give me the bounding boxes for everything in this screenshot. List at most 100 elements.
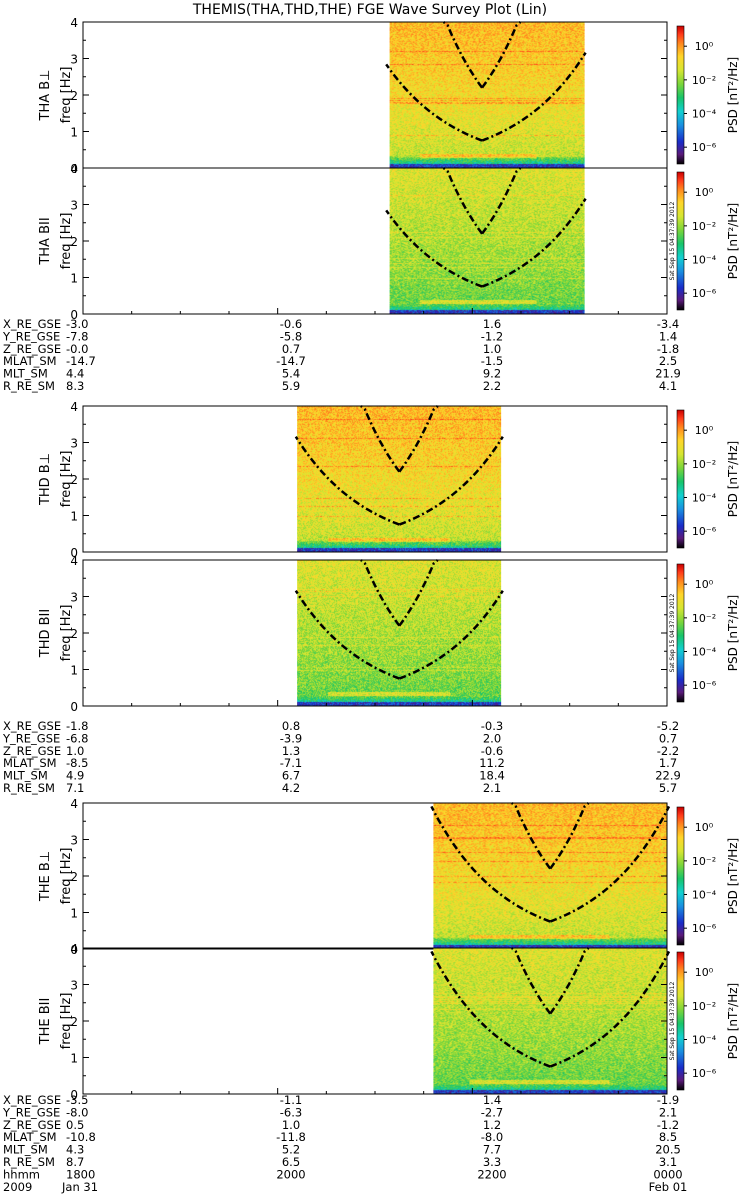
orbit-value: 0.7 [659, 731, 677, 745]
y-tick-label: 4 [70, 16, 78, 30]
orbit-value: -7.8 [66, 329, 88, 343]
date-end: Feb 01 [649, 1180, 688, 1194]
orbit-value: -3.9 [280, 731, 302, 745]
orbit-value: 4.1 [659, 379, 677, 393]
orbit-row-name: Y_RE_GSE [2, 731, 60, 745]
colorbar-tick-label: 10⁻⁴ [692, 646, 717, 659]
colorbar-tick-label: 10⁻⁶ [692, 287, 717, 300]
orbit-value: 4.9 [66, 769, 84, 783]
curve-outer-right [398, 405, 439, 473]
orbit-value: -3.0 [66, 317, 88, 331]
colorbar [676, 171, 685, 311]
orbit-row-name: MLAT_SM [3, 1130, 57, 1144]
orbit-value: 1.0 [66, 744, 84, 758]
colorbar-label: PSD [nT²/Hz] [726, 441, 740, 517]
y-axis-label: freq [Hz] [59, 993, 74, 1050]
y-tick-label: 3 [70, 591, 78, 605]
orbit-value: -14.7 [276, 354, 306, 368]
colorbar [676, 409, 685, 549]
orbit-value: -0.3 [481, 719, 503, 733]
colorbar-tick-label: 10⁻⁶ [692, 141, 717, 154]
y-tick-label: 2 [70, 89, 78, 103]
colorbar-tick-label: 10⁻⁴ [692, 492, 717, 505]
colorbar-tick-label: 10⁻² [692, 74, 716, 87]
colorbar-tick-label: 10⁻² [692, 1000, 716, 1013]
y-tick-label: 2 [70, 473, 78, 487]
colorbar-tick-label: 10⁻⁴ [692, 254, 717, 267]
colorbar-tick-label: 10⁻⁶ [692, 1067, 717, 1080]
y-tick-label: 0 [70, 162, 78, 176]
orbit-row-name: X_RE_GSE [3, 317, 61, 331]
orbit-row-name: R_RE_SM [3, 1155, 55, 1169]
curve-outer-left [511, 802, 552, 870]
orbit-value: 5.7 [659, 781, 677, 795]
orbit-row-name: Z_RE_GSE [3, 342, 61, 356]
orbit-row-name: Y_RE_GSE [2, 329, 60, 343]
date-year: 2009 [3, 1180, 32, 1194]
orbit-row-name: Z_RE_GSE [3, 1118, 61, 1132]
curve-outer-left [360, 405, 401, 473]
orbit-value: -11.8 [276, 1130, 306, 1144]
orbit-row-name: X_RE_GSE [3, 1093, 61, 1107]
spectrogram-image [433, 803, 668, 949]
orbit-value: 1.4 [659, 329, 677, 343]
orbit-value: 4.2 [282, 781, 300, 795]
y-tick-label: 0 [70, 546, 78, 560]
colorbar [676, 806, 685, 946]
panel-thd-bpar: 0 1 2 3 4 THD BII freq [Hz] 10⁰ 10⁻² 10⁻⁴ 10⁻⁶ PSD … [38, 554, 740, 714]
y-tick-label: 4 [70, 400, 78, 414]
y-axis-label: freq [Hz] [59, 451, 74, 508]
colorbar [676, 951, 685, 1091]
orbit-value: 1.3 [282, 744, 300, 758]
orbit-value: -1.9 [657, 1093, 679, 1107]
orbit-value: -3.4 [657, 317, 679, 331]
colorbar-tick-label: 10⁻² [692, 458, 716, 471]
orbit-value: 5.9 [282, 379, 300, 393]
orbit-table-thd: X_RE_GSE -1.8 0.8 -0.3 -5.2 Y_RE_GSE -6.8 -3.9 2… [2, 719, 681, 795]
panel-the-bperp: 0 1 2 3 4 THE B⊥ freq [Hz] 10⁰ 10⁻² 10⁻⁴ 10⁻⁶ PSD [… [38, 797, 740, 957]
time-row-name: hhmm [3, 1167, 40, 1181]
curve-outer-left [360, 559, 401, 627]
orbit-value: -1.1 [280, 1093, 302, 1107]
orbit-value: 6.7 [282, 769, 300, 783]
orbit-value: 11.2 [479, 756, 505, 770]
colorbar-tick-label: 10⁻² [692, 220, 716, 233]
orbit-value: 3.1 [659, 1155, 677, 1169]
orbit-value: 8.5 [659, 1130, 677, 1144]
orbit-row-name: MLT_SM [3, 769, 48, 783]
orbit-value: -14.7 [66, 354, 96, 368]
y-tick-label: 3 [70, 834, 78, 848]
curve-right [398, 436, 504, 526]
orbit-row-name: Z_RE_GSE [3, 744, 61, 758]
orbit-row-name: MLAT_SM [3, 354, 57, 368]
orbit-row-name: R_RE_SM [3, 781, 55, 795]
curve-outer-left [442, 21, 484, 89]
colorbar-label: PSD [nT²/Hz] [726, 57, 740, 133]
orbit-value: 4.3 [66, 1143, 84, 1157]
orbit-value: -10.8 [66, 1130, 96, 1144]
curve-outer-right [481, 167, 522, 235]
y-axis-label: freq [Hz] [59, 848, 74, 905]
orbit-value: 3.3 [483, 1155, 501, 1169]
y-tick-label: 1 [70, 272, 78, 286]
orbit-value: 1.2 [483, 1118, 501, 1132]
spectrogram-image [389, 22, 585, 168]
orbit-value: 0.8 [282, 719, 300, 733]
orbit-value: 18.4 [479, 769, 505, 783]
y-axis-label: freq [Hz] [59, 67, 74, 124]
orbit-value: -2.2 [657, 744, 679, 758]
panel-tha-bpar: 0 1 2 3 4 THA BII freq [Hz] 10⁰ 10⁻² 10⁻⁴ 10⁻⁶ PSD … [38, 162, 740, 322]
colorbar-tick-label: 10⁰ [695, 424, 714, 437]
orbit-row-name: MLT_SM [3, 367, 48, 381]
orbit-value: -5.2 [657, 719, 679, 733]
orbit-value: 0.5 [66, 1118, 84, 1132]
chart-title: THEMIS(THA,THD,THE) FGE Wave Survey Plot… [192, 2, 547, 18]
y-tick-label: 1 [70, 907, 78, 921]
orbit-value: 9.2 [483, 367, 501, 381]
orbit-table-tha: X_RE_GSE -3.0 -0.6 1.6 -3.4 Y_RE_GSE -7.8 -5.8 -… [2, 317, 681, 393]
colorbar-tick-label: 10⁻⁶ [692, 922, 717, 935]
y-tick-label: 1 [70, 1052, 78, 1066]
orbit-value: -3.5 [66, 1093, 88, 1107]
orbit-value: 1.0 [483, 342, 501, 356]
